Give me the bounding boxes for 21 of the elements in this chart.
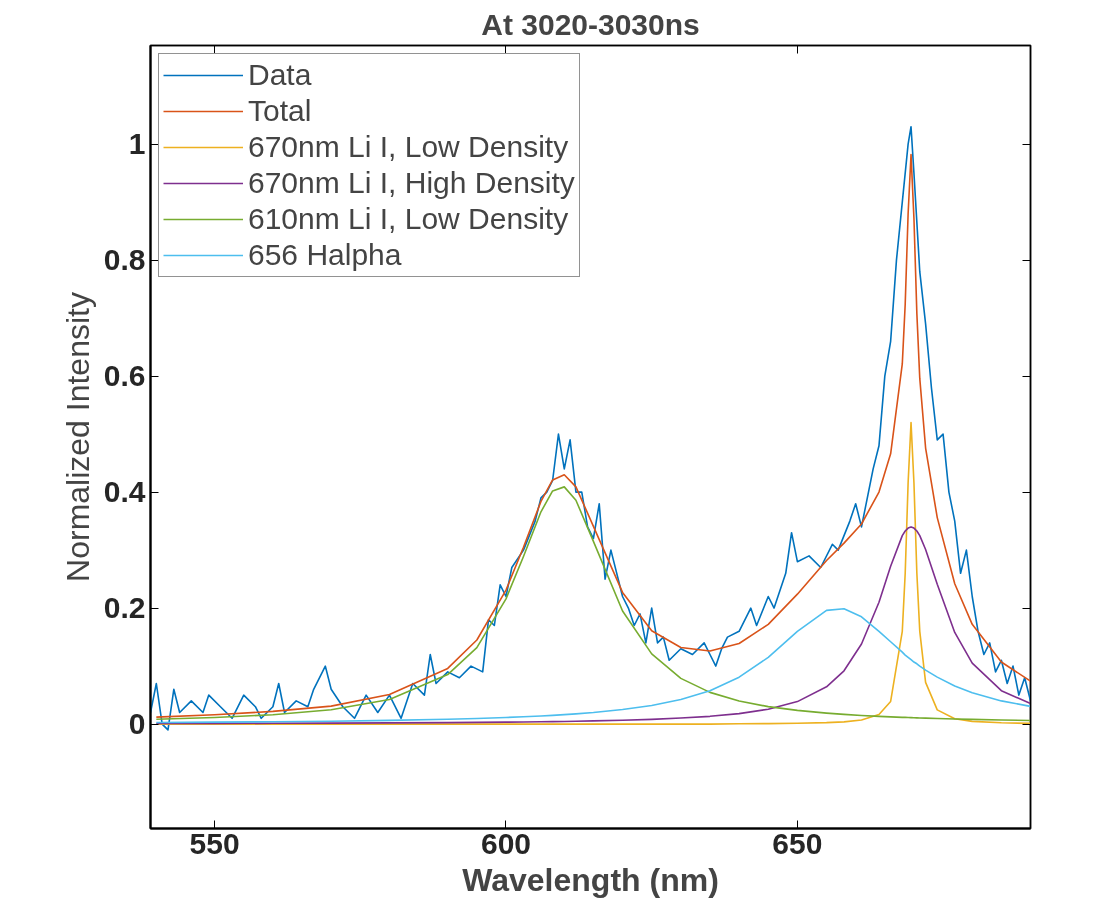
y-axis-title: Normalized Intensity bbox=[59, 292, 96, 582]
legend-label: 670nm Li I, High Density bbox=[248, 166, 575, 200]
x-tick-label: 650 bbox=[772, 826, 823, 860]
y-tick-label: 0 bbox=[128, 707, 146, 741]
legend-label: 610nm Li I, Low Density bbox=[248, 202, 569, 236]
y-tick-label: 0.4 bbox=[103, 475, 146, 509]
y-tick-label: 0.8 bbox=[103, 243, 146, 277]
legend-label: 656 Halpha bbox=[248, 238, 402, 272]
line-series bbox=[155, 486, 1031, 722]
line-series bbox=[155, 526, 1031, 725]
legend-label: Total bbox=[248, 94, 312, 128]
y-tick-label: 0.6 bbox=[103, 359, 146, 393]
x-tick-label: 600 bbox=[480, 826, 532, 860]
y-tick-label: 0.2 bbox=[103, 591, 146, 625]
x-axis-title: Wavelength (nm) bbox=[462, 861, 719, 898]
chart-title: At 3020-3030ns bbox=[481, 7, 700, 41]
legend-label: 670nm Li I, Low Density bbox=[248, 130, 569, 164]
legend-label: Data bbox=[248, 58, 312, 92]
x-tick-label: 550 bbox=[189, 826, 240, 860]
line-series bbox=[155, 607, 1031, 724]
y-tick-label: 1 bbox=[128, 127, 146, 161]
